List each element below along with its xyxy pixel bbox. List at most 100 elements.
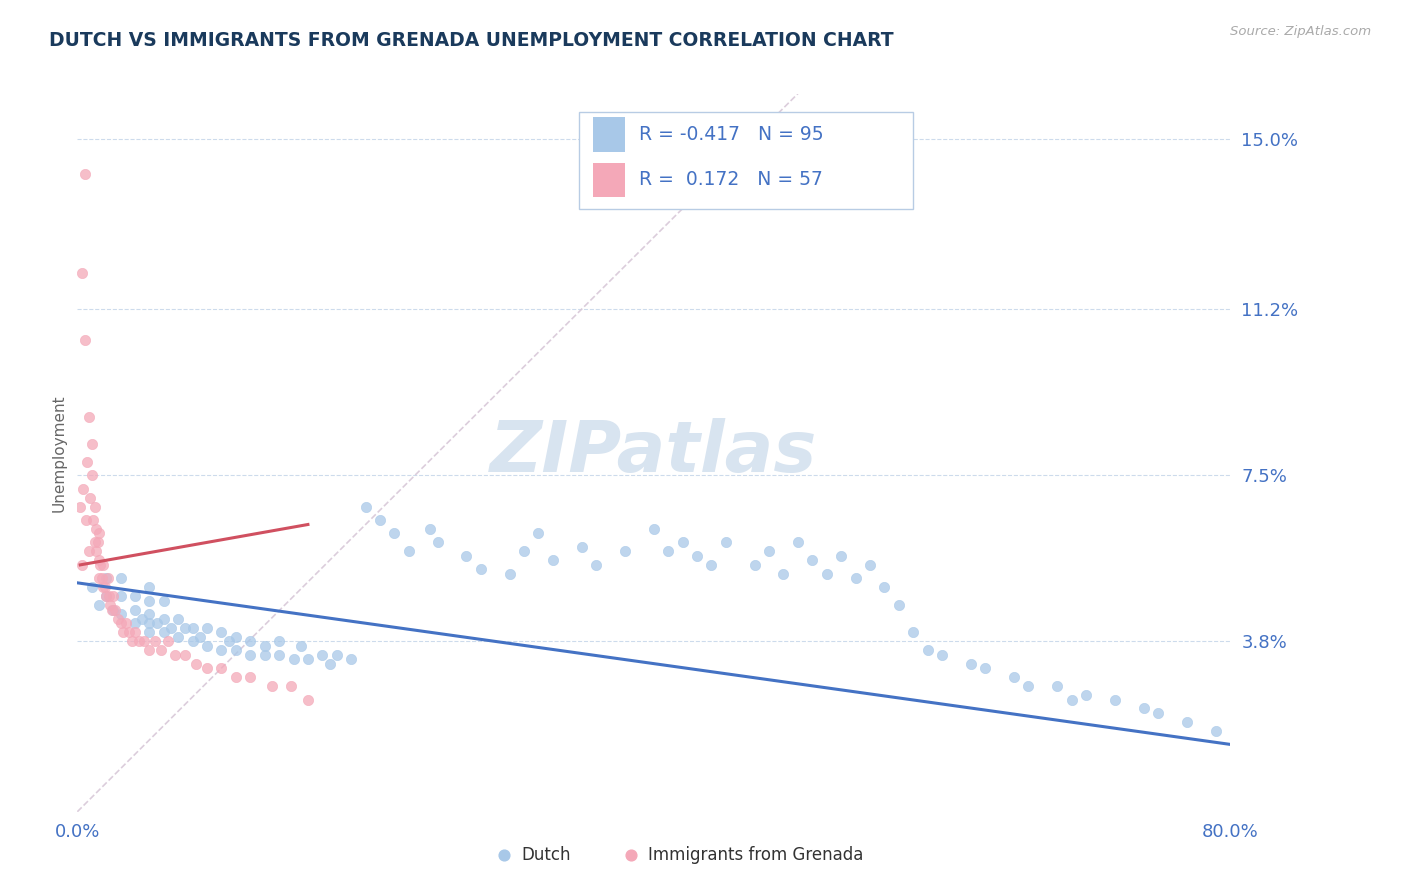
Point <box>165 648 187 662</box>
Point <box>1060 692 1083 706</box>
Point <box>115 616 138 631</box>
Point <box>419 522 441 536</box>
Point <box>84 522 107 536</box>
Point <box>107 612 129 626</box>
Point <box>118 625 141 640</box>
Point <box>470 562 492 576</box>
Point <box>801 553 824 567</box>
Point <box>267 634 291 648</box>
Point <box>657 544 679 558</box>
Point <box>297 692 319 706</box>
Point <box>181 621 204 635</box>
Point <box>1133 701 1156 715</box>
Point <box>1076 688 1098 702</box>
Point <box>96 571 118 585</box>
Point <box>960 657 983 671</box>
Point <box>382 526 406 541</box>
Point <box>76 455 98 469</box>
Y-axis label: Unemployment: Unemployment <box>51 394 66 511</box>
Point <box>110 571 132 585</box>
Point <box>253 639 276 653</box>
Point <box>124 590 146 604</box>
Point <box>73 334 96 348</box>
Point <box>585 558 607 572</box>
Point <box>80 580 103 594</box>
Point <box>87 599 110 613</box>
Point <box>153 612 174 626</box>
Bar <box>593 118 626 152</box>
Point <box>513 544 536 558</box>
Point <box>157 634 180 648</box>
Point <box>167 612 190 626</box>
Point <box>225 643 247 657</box>
Point <box>80 468 103 483</box>
Point <box>225 630 247 644</box>
Point <box>456 549 478 563</box>
Point <box>1147 706 1170 720</box>
Point <box>325 648 349 662</box>
Text: ZIPatlas: ZIPatlas <box>491 418 817 487</box>
Point <box>87 553 110 567</box>
Point <box>110 607 132 622</box>
Point <box>132 634 155 648</box>
Point <box>499 566 522 581</box>
Point <box>686 549 709 563</box>
Point <box>195 639 218 653</box>
Point <box>96 590 118 604</box>
Point <box>758 544 780 558</box>
Point <box>124 616 146 631</box>
Point <box>87 526 110 541</box>
Point <box>1175 714 1198 729</box>
Text: R = -0.417   N = 95: R = -0.417 N = 95 <box>638 125 824 145</box>
Point <box>195 621 218 635</box>
Point <box>167 630 190 644</box>
Point <box>128 634 150 648</box>
Point <box>211 661 233 675</box>
Point <box>672 535 695 549</box>
Point <box>614 544 637 558</box>
Point <box>1002 670 1025 684</box>
Point <box>138 625 160 640</box>
Point <box>77 544 100 558</box>
Point <box>124 625 146 640</box>
Point <box>873 580 896 594</box>
Point <box>714 535 737 549</box>
Point <box>787 535 810 549</box>
Point <box>1104 692 1126 706</box>
Point <box>153 594 174 608</box>
Point <box>80 436 103 450</box>
Point <box>267 648 291 662</box>
Point <box>643 522 665 536</box>
Point <box>859 558 882 572</box>
Point <box>138 607 160 622</box>
Point <box>98 590 121 604</box>
Point <box>340 652 363 666</box>
Point <box>73 168 96 182</box>
Point <box>744 558 766 572</box>
Point <box>149 643 172 657</box>
Point <box>1046 679 1069 693</box>
Point <box>75 513 97 527</box>
Point <box>103 603 125 617</box>
Text: Dutch: Dutch <box>522 846 571 863</box>
Point <box>100 599 122 613</box>
Point <box>103 590 125 604</box>
Point <box>138 580 160 594</box>
Point <box>110 590 132 604</box>
Point <box>70 558 93 572</box>
Point <box>181 634 204 648</box>
Point <box>887 599 910 613</box>
Point <box>160 621 183 635</box>
Point <box>101 603 124 617</box>
Text: Immigrants from Grenada: Immigrants from Grenada <box>648 846 863 863</box>
Point <box>121 634 143 648</box>
Point <box>280 679 302 693</box>
Point <box>260 679 283 693</box>
Point <box>571 540 593 554</box>
Point <box>368 513 391 527</box>
Point <box>772 566 794 581</box>
Point <box>97 571 120 585</box>
Point <box>253 648 276 662</box>
Point <box>143 634 166 648</box>
Point <box>815 566 838 581</box>
